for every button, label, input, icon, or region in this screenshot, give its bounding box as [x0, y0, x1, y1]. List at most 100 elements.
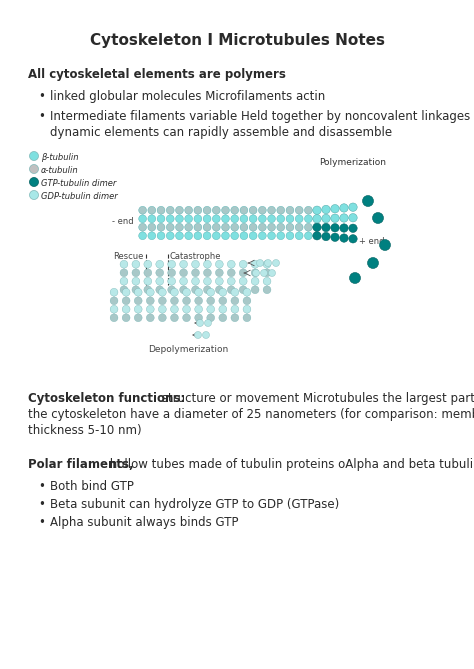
Circle shape [122, 288, 130, 296]
Circle shape [340, 214, 348, 222]
Circle shape [29, 177, 38, 187]
Circle shape [182, 314, 191, 322]
Circle shape [258, 223, 266, 231]
Circle shape [219, 305, 227, 313]
Circle shape [322, 223, 330, 231]
Circle shape [122, 305, 130, 313]
Circle shape [195, 288, 202, 296]
Circle shape [277, 223, 285, 231]
Text: linked globular molecules Microfilaments actin: linked globular molecules Microfilaments… [50, 90, 325, 103]
Text: •: • [38, 480, 45, 493]
Circle shape [185, 223, 192, 231]
Circle shape [264, 260, 272, 266]
Circle shape [349, 235, 357, 243]
Circle shape [203, 232, 211, 240]
Circle shape [240, 206, 248, 214]
Circle shape [203, 215, 211, 223]
Circle shape [166, 215, 174, 223]
Circle shape [148, 215, 156, 223]
Text: hollow tubes made of tubulin proteins oAlpha and beta tubulin: hollow tubes made of tubulin proteins oA… [106, 458, 474, 471]
Circle shape [277, 206, 285, 214]
Circle shape [380, 240, 391, 250]
Circle shape [258, 206, 266, 214]
Circle shape [207, 288, 215, 296]
Circle shape [268, 223, 275, 231]
Circle shape [139, 206, 146, 214]
Circle shape [349, 224, 357, 232]
Circle shape [373, 213, 383, 223]
Circle shape [139, 223, 146, 231]
Text: All cytoskeletal elements are polymers: All cytoskeletal elements are polymers [28, 68, 286, 81]
Circle shape [134, 297, 142, 304]
Circle shape [304, 215, 312, 223]
Circle shape [313, 223, 321, 231]
Circle shape [134, 288, 142, 296]
Circle shape [207, 314, 215, 322]
Circle shape [263, 278, 271, 285]
Circle shape [263, 260, 271, 268]
Circle shape [182, 305, 191, 313]
Circle shape [231, 223, 238, 231]
Circle shape [331, 223, 339, 232]
Circle shape [249, 232, 257, 240]
Circle shape [139, 215, 146, 223]
Circle shape [304, 223, 312, 231]
Circle shape [295, 206, 303, 214]
Text: Depolymerization: Depolymerization [148, 345, 228, 354]
Circle shape [219, 314, 227, 322]
Circle shape [251, 286, 259, 294]
Circle shape [239, 269, 247, 277]
Circle shape [239, 260, 247, 268]
Circle shape [221, 206, 229, 214]
Circle shape [185, 232, 192, 240]
Circle shape [228, 260, 235, 268]
Circle shape [120, 286, 128, 294]
Text: •: • [38, 90, 45, 103]
Circle shape [197, 320, 203, 326]
Circle shape [340, 204, 348, 212]
Circle shape [286, 223, 294, 231]
Circle shape [29, 191, 38, 199]
Circle shape [175, 215, 183, 223]
Circle shape [331, 233, 339, 242]
Circle shape [231, 305, 239, 313]
Circle shape [134, 314, 142, 322]
Circle shape [204, 320, 211, 326]
Circle shape [180, 278, 188, 285]
Text: Catastrophe: Catastrophe [170, 252, 221, 261]
Circle shape [158, 297, 166, 304]
Circle shape [216, 260, 223, 268]
Circle shape [156, 278, 164, 285]
Circle shape [349, 203, 357, 211]
Circle shape [322, 214, 330, 223]
Circle shape [203, 269, 211, 277]
Circle shape [203, 286, 211, 294]
Circle shape [144, 269, 152, 277]
Circle shape [168, 286, 175, 294]
Circle shape [132, 260, 140, 268]
Circle shape [219, 288, 227, 296]
Circle shape [158, 288, 166, 296]
Circle shape [171, 305, 178, 313]
Circle shape [240, 232, 248, 240]
Circle shape [231, 297, 239, 304]
Circle shape [313, 215, 321, 223]
Circle shape [191, 260, 200, 268]
Circle shape [168, 260, 175, 268]
Circle shape [277, 232, 285, 240]
Circle shape [349, 213, 357, 222]
Circle shape [212, 206, 220, 214]
Text: GDP-tubulin dimer: GDP-tubulin dimer [41, 192, 118, 201]
Circle shape [120, 260, 128, 268]
Text: Both bind GTP: Both bind GTP [50, 480, 134, 493]
Text: Beta subunit can hydrolyze GTP to GDP (GTPase): Beta subunit can hydrolyze GTP to GDP (G… [50, 498, 339, 511]
Circle shape [268, 215, 275, 223]
Circle shape [258, 232, 266, 240]
Circle shape [194, 232, 202, 240]
Circle shape [221, 223, 229, 231]
Circle shape [243, 314, 251, 322]
Circle shape [195, 314, 202, 322]
Text: Polymerization: Polymerization [319, 158, 386, 167]
Circle shape [191, 286, 200, 294]
Circle shape [295, 215, 303, 223]
